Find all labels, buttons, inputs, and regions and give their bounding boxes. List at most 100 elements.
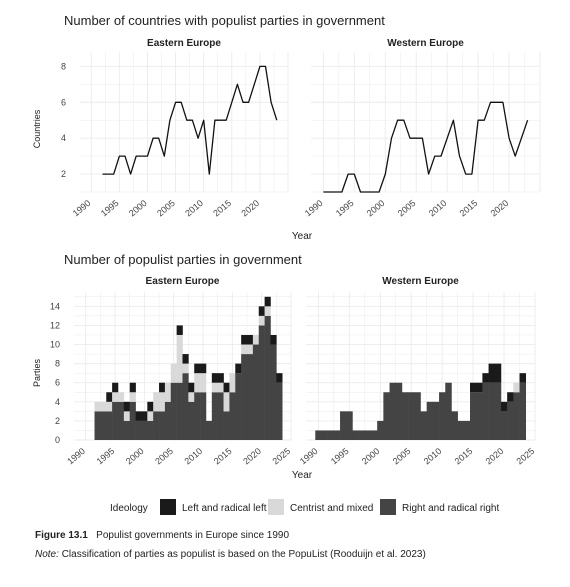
chart-1-xtick: 1990 xyxy=(303,198,325,219)
chart-1-panel-1-title: Eastern Europe xyxy=(147,38,221,49)
chart-2-panel-2-title: Western Europe xyxy=(382,276,459,287)
chart-2-title: Number of populist parties in government xyxy=(64,252,302,267)
chart-2-bar-right xyxy=(194,392,201,440)
chart-2-bar-right xyxy=(333,430,341,440)
chart-2-bar-right xyxy=(252,344,260,440)
chart-2-ytick: 2 xyxy=(55,416,60,426)
chart-2-bar-right xyxy=(182,373,189,440)
chart-2-bar-left xyxy=(264,296,271,307)
chart-2-xtick: 2000 xyxy=(360,446,382,467)
legend-swatch-centrist xyxy=(268,499,284,515)
chart-2-xtick: 2020 xyxy=(241,446,263,467)
figure-caption: Figure 13.1 Populist governments in Euro… xyxy=(35,530,289,541)
chart-2-bar-centrist xyxy=(112,392,119,402)
chart-2-bar-left xyxy=(494,363,502,383)
chart-2-ytick: 10 xyxy=(50,340,60,350)
chart-2-xlabel: Year xyxy=(292,470,313,481)
chart-2-xtick: 1995 xyxy=(95,446,117,467)
chart-2-bar-centrist xyxy=(170,363,177,383)
chart-2-bar-centrist xyxy=(229,373,236,393)
chart-2-xtick: 2005 xyxy=(391,446,413,467)
chart-2-bar-right xyxy=(507,401,514,440)
chart-2-bar-right xyxy=(164,401,172,440)
chart-2-bar-centrist xyxy=(264,306,271,316)
chart-2-bar-centrist xyxy=(258,315,265,326)
chart-2-bar-left xyxy=(141,411,148,421)
chart-1-xtick: 2020 xyxy=(239,198,261,219)
chart-2-bar-left xyxy=(188,382,195,393)
chart-2-bar-right xyxy=(176,382,183,440)
chart-1-panel-1-bg xyxy=(80,52,288,192)
chart-2-bar-right xyxy=(264,315,271,440)
legend-label-right: Right and radical right xyxy=(402,503,499,514)
chart-2-xtick: 1990 xyxy=(298,446,320,467)
chart-2-bar-right xyxy=(153,411,160,440)
chart-2-bar-left xyxy=(258,306,265,316)
chart-2-bar-left xyxy=(106,392,113,402)
note-label: Note: xyxy=(35,549,59,560)
chart-1-xtick: 2010 xyxy=(427,198,449,219)
chart-2-xtick: 1995 xyxy=(329,446,351,467)
chart-2-bar-left xyxy=(147,401,154,412)
chart-2-bar-right xyxy=(389,382,397,440)
chart-2-bar-right xyxy=(408,392,415,440)
chart-2-bar-left xyxy=(211,373,218,383)
chart-1-title: Number of countries with populist partie… xyxy=(64,13,385,28)
chart-2-ytick: 12 xyxy=(50,320,60,330)
chart-2-bar-right xyxy=(258,325,265,440)
chart-2-xtick: 2015 xyxy=(453,446,475,467)
chart-2-ytick: 0 xyxy=(55,435,60,445)
chart-2-bar-right xyxy=(141,420,148,440)
chart-2-bar-right xyxy=(188,401,195,440)
chart-2-bar-left xyxy=(129,382,136,393)
chart-2-bar-right xyxy=(346,411,353,440)
chart-2-bar-left xyxy=(235,363,242,374)
chart-2-bar-right xyxy=(445,382,452,440)
chart-2-bar-right xyxy=(117,401,125,440)
chart-2-bar-left xyxy=(123,401,131,412)
chart-2-bar-centrist xyxy=(513,382,520,393)
chart-2-bar-right xyxy=(494,382,502,440)
chart-2-ylabel: Parties xyxy=(32,358,42,387)
chart-2-bar-right xyxy=(247,354,254,440)
chart-2-bar-right xyxy=(321,430,328,440)
figure-label: Figure 13.1 xyxy=(35,530,88,541)
chart-2-bar-right xyxy=(439,392,446,440)
chart-2-xtick: 2025 xyxy=(515,446,537,467)
chart-2-bar-left xyxy=(241,334,248,345)
chart-2-bar-right xyxy=(147,420,154,440)
chart-2-bar-right xyxy=(129,401,136,440)
chart-2-bar-right xyxy=(211,392,218,440)
chart-1-xtick: 2015 xyxy=(458,198,480,219)
chart-2-bar-right xyxy=(241,354,248,440)
chart-2-bar-right xyxy=(370,430,378,440)
chart-2-bar-right xyxy=(451,411,458,440)
chart-2-bar-right xyxy=(352,430,359,440)
chart-2-bar-left xyxy=(135,411,142,421)
chart-2-bar-left xyxy=(200,363,207,374)
chart-1-series-line-1 xyxy=(102,65,278,175)
chart-2-bar-left xyxy=(247,334,254,345)
chart-1-ylabel: Countries xyxy=(32,109,42,148)
chart-2-bar-left xyxy=(217,373,224,383)
chart-1-xlabel: Year xyxy=(292,231,313,242)
chart-2-bar-centrist xyxy=(247,344,254,355)
chart-2-xtick: 2020 xyxy=(484,446,506,467)
chart-1-xtick: 1990 xyxy=(71,198,93,219)
chart-2-bar-right xyxy=(217,392,224,440)
chart-2-bar-left xyxy=(500,401,508,412)
chart-2-xtick: 1990 xyxy=(65,446,87,467)
legend-label-centrist: Centrist and mixed xyxy=(290,503,373,514)
chart-2-bar-right xyxy=(476,392,483,440)
chart-2-bar-right xyxy=(100,411,107,440)
chart-2-bar-left xyxy=(194,363,201,374)
chart-2-xtick: 2010 xyxy=(422,446,444,467)
chart-2-bar-centrist xyxy=(217,382,224,393)
chart-1-ytick: 8 xyxy=(61,61,66,71)
chart-2-bar-right xyxy=(315,430,322,440)
chart-1-xtick: 2005 xyxy=(396,198,418,219)
chart-2-bar-right xyxy=(482,382,489,440)
chart-2-bar-left xyxy=(482,373,489,383)
chart-1-panel-2-bg xyxy=(311,52,540,192)
